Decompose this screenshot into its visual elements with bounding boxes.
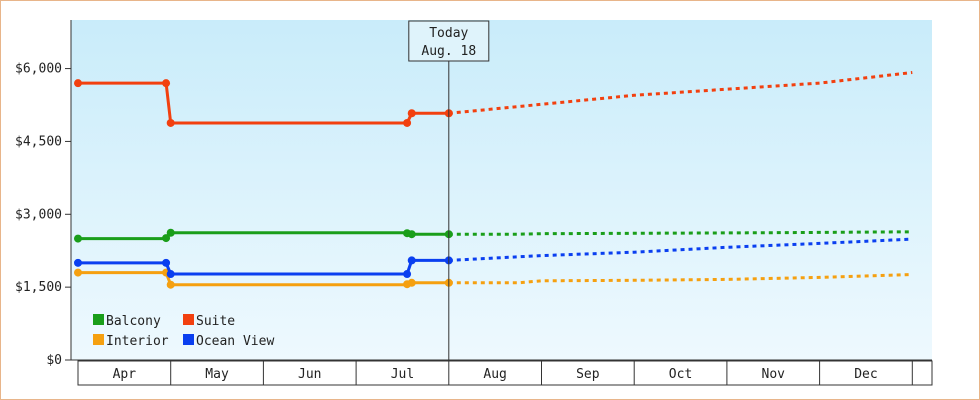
interior-point: [74, 268, 82, 277]
ocean-view-forecast-line: [448, 237, 913, 262]
interior-point: [166, 280, 175, 289]
month-label: Aug: [483, 367, 506, 382]
interior-forecast-line: [448, 273, 913, 285]
interior-legend-label: Interior: [106, 334, 169, 349]
month-label: Apr: [113, 367, 137, 382]
balcony-forecast-line: [448, 230, 913, 236]
legend: Balcony Suite Interior Ocean View: [93, 314, 274, 349]
suite-point: [403, 118, 412, 127]
y-tick-label: $3,000: [15, 207, 62, 222]
ocean-view-legend-swatch: [183, 334, 194, 345]
ocean-view-point: [403, 270, 412, 279]
balcony-point: [166, 228, 175, 237]
today-date: Aug. 18: [421, 44, 476, 59]
suite-point: [162, 79, 171, 88]
interior-point: [407, 278, 416, 287]
suite-legend-swatch: [183, 314, 194, 325]
ocean-view-point: [74, 258, 82, 267]
y-axis: $0 $1,500 $3,000 $4,500 $6,000: [15, 20, 72, 368]
suite-legend-label: Suite: [196, 314, 235, 329]
ocean-view-point: [162, 258, 171, 267]
suite-point: [74, 79, 82, 88]
plot-background: [71, 20, 932, 360]
balcony-point: [74, 234, 82, 243]
month-label: Jun: [298, 367, 321, 382]
y-tick-label: $4,500: [15, 134, 62, 149]
suite-point: [166, 118, 175, 127]
ocean-view-point: [407, 256, 416, 265]
today-marker: Today Aug. 18: [408, 20, 490, 360]
interior-legend-swatch: [93, 334, 104, 345]
ocean-view-point: [166, 270, 175, 279]
today-label-box: [408, 20, 490, 62]
series-layer: [74, 71, 913, 289]
today-label: Today: [429, 26, 468, 41]
suite-point: [407, 109, 416, 118]
balcony-legend-label: Balcony: [106, 314, 161, 329]
y-tick-label: $6,000: [15, 62, 62, 77]
month-label: May: [205, 367, 229, 382]
balcony-point: [407, 230, 416, 239]
month-label: Jul: [391, 367, 414, 382]
month-label: Sep: [576, 367, 600, 382]
suite-history-line: [78, 81, 449, 125]
month-label: Dec: [854, 367, 877, 382]
month-axis-band: [77, 360, 933, 386]
month-label: Nov: [762, 367, 786, 382]
y-tick-label: $1,500: [15, 280, 62, 295]
month-label: Oct: [669, 367, 692, 382]
x-axis: Apr May Jun Jul Aug Sep Oct Nov Dec: [71, 359, 933, 386]
balcony-legend-swatch: [93, 314, 104, 325]
balcony-point: [162, 234, 171, 243]
suite-forecast-line: [448, 71, 913, 115]
y-tick-label: $0: [46, 353, 62, 368]
ocean-view-history-line: [78, 258, 449, 276]
ocean-view-legend-label: Ocean View: [196, 334, 274, 349]
